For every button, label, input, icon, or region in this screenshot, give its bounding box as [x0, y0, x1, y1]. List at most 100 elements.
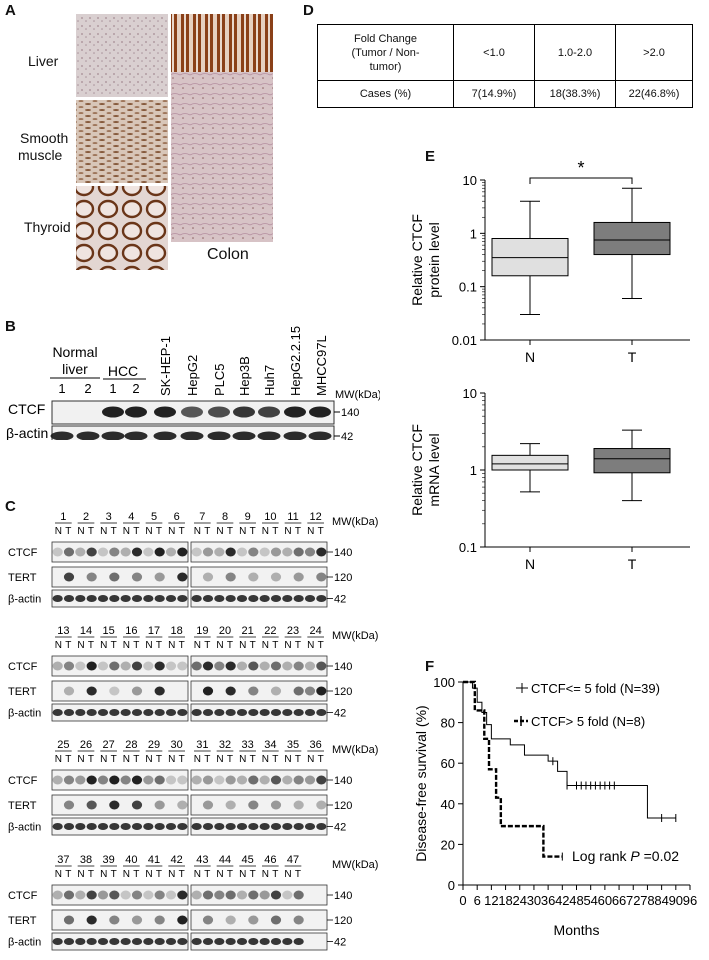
sample-number: 20 — [219, 625, 231, 637]
cell-line-label: Huh7 — [262, 365, 277, 396]
blot-row-label: CTCF — [8, 661, 38, 673]
lane-n-label: N — [194, 640, 201, 651]
lane-t-label: T — [133, 640, 139, 651]
lane-n-label: N — [194, 869, 201, 880]
lane-t-label: T — [318, 526, 324, 537]
blot-row-label: TERT — [8, 915, 37, 927]
lane-n-label: N — [194, 526, 201, 537]
sample-number: 5 — [151, 511, 157, 523]
lane-n-label: N — [100, 640, 107, 651]
lane-n-label: N — [216, 754, 223, 765]
sample-number: 34 — [264, 739, 276, 751]
fold-change-table: Fold Change (Tumor / Non- tumor) <1.0 1.… — [317, 24, 693, 108]
lane-n-label: N — [123, 640, 130, 651]
e-category-label: N — [525, 349, 535, 365]
sample-number: 44 — [219, 854, 231, 866]
f-ytick-label: 20 — [441, 837, 455, 852]
f-ytick-label: 40 — [441, 797, 455, 812]
lane-t-label: T — [295, 754, 301, 765]
sample-number: 15 — [103, 625, 115, 637]
normal-liver-label-1: Normal — [52, 344, 97, 360]
histology-images — [76, 14, 273, 270]
blot-row-label: CTCF — [8, 547, 38, 559]
lane-t-label: T — [179, 526, 185, 537]
cell-line-label: HepG2.2.15 — [288, 326, 303, 396]
lane-n-label: N — [168, 869, 175, 880]
lane-t-label: T — [227, 526, 233, 537]
box-n — [491, 443, 569, 493]
e-tick-label: 0.1 — [459, 540, 477, 555]
sample-number: 17 — [148, 625, 160, 637]
tissue-label-thyroid: Thyroid — [24, 219, 71, 235]
box-plots: 10 1 0.1 0.01 Relative CTCFprotein level N T * 1… — [409, 158, 690, 572]
lane-t-label: T — [250, 640, 256, 651]
sample-number: 26 — [80, 739, 92, 751]
f-legend: CTCF<= 5 fold (N=39) CTCF> 5 fold (N=8) — [514, 681, 660, 729]
liver-image — [76, 14, 168, 97]
legend-entry-1: CTCF<= 5 fold (N=39) — [531, 681, 660, 696]
blot-row-label: TERT — [8, 686, 37, 698]
e-category-label: T — [628, 556, 637, 572]
mw-label-c: MW(kDa) — [332, 744, 378, 756]
cell-line-label: SK-HEP-1 — [158, 336, 173, 396]
thyroid-image — [76, 186, 168, 270]
lane-n-label: N — [77, 640, 84, 651]
tissue-label-colon: Colon — [207, 246, 249, 263]
e-category-label: N — [525, 556, 535, 572]
sample-number: 47 — [287, 854, 299, 866]
table-header-lt1: <1.0 — [453, 24, 535, 81]
sample-number: 25 — [57, 739, 69, 751]
hcc-label: HCC — [108, 363, 138, 379]
lane-t-label: T — [111, 526, 117, 537]
lane-n-label: N — [123, 526, 130, 537]
lane-n-label: N — [216, 640, 223, 651]
lane-t-label: T — [272, 754, 278, 765]
lane-n-label: N — [55, 526, 62, 537]
lane-n-label: N — [284, 526, 291, 537]
lane-n-label: N — [55, 640, 62, 651]
panel-d-label: D — [303, 2, 314, 19]
table-row: Cases (%) 7(14.9%) 18(38.3%) 22(46.8%) — [317, 80, 693, 108]
f-xtick-label: 54 — [583, 893, 597, 908]
lane-t-label: T — [272, 526, 278, 537]
mw-value: 140 — [334, 547, 352, 559]
lane-n-label: N — [216, 526, 223, 537]
mw-value: 140 — [334, 661, 352, 673]
box-t — [593, 187, 671, 299]
lane-t-label: T — [65, 640, 71, 651]
lane-n-label: N — [168, 640, 175, 651]
sample-number: 38 — [80, 854, 92, 866]
lane-t-label: T — [133, 526, 139, 537]
panel-f-label: F — [425, 658, 435, 675]
lane-n-label: N — [239, 754, 246, 765]
lane-t-label: T — [133, 869, 139, 880]
sample-number: 43 — [196, 854, 208, 866]
mw-value: 120 — [334, 915, 352, 927]
sample-number: 24 — [310, 625, 322, 637]
f-xtick-label: 18 — [498, 893, 512, 908]
table-header-fold-change: Fold Change (Tumor / Non- tumor) — [317, 24, 454, 81]
blot-row-label: β-actin — [8, 937, 41, 949]
lane-n-label: N — [284, 869, 291, 880]
f-ytick-label: 80 — [441, 716, 455, 731]
lane-n-label: N — [307, 754, 314, 765]
mw-value: 120 — [334, 800, 352, 812]
lane-n-label: N — [145, 754, 152, 765]
lane-t-label: T — [179, 754, 185, 765]
sample-number: 28 — [125, 739, 137, 751]
f-ytick-label: 0 — [448, 878, 455, 893]
sample-number: 11 — [287, 511, 298, 523]
sample-number: 14 — [80, 625, 92, 637]
lane-n-label: N — [216, 869, 223, 880]
lane-t-label: T — [179, 869, 185, 880]
lane-t-label: T — [318, 640, 324, 651]
table-header-gt2: >2.0 — [615, 24, 693, 81]
e-tick-label: 1 — [470, 226, 477, 241]
f-xtick-label: 72 — [626, 893, 640, 908]
blot-row-label: β-actin — [8, 708, 41, 720]
lane-n-label: N — [239, 640, 246, 651]
f-xtick-label: 36 — [541, 893, 555, 908]
lane-t-label: T — [204, 640, 210, 651]
significance-star: * — [577, 158, 584, 178]
sample-number: 35 — [287, 739, 299, 751]
